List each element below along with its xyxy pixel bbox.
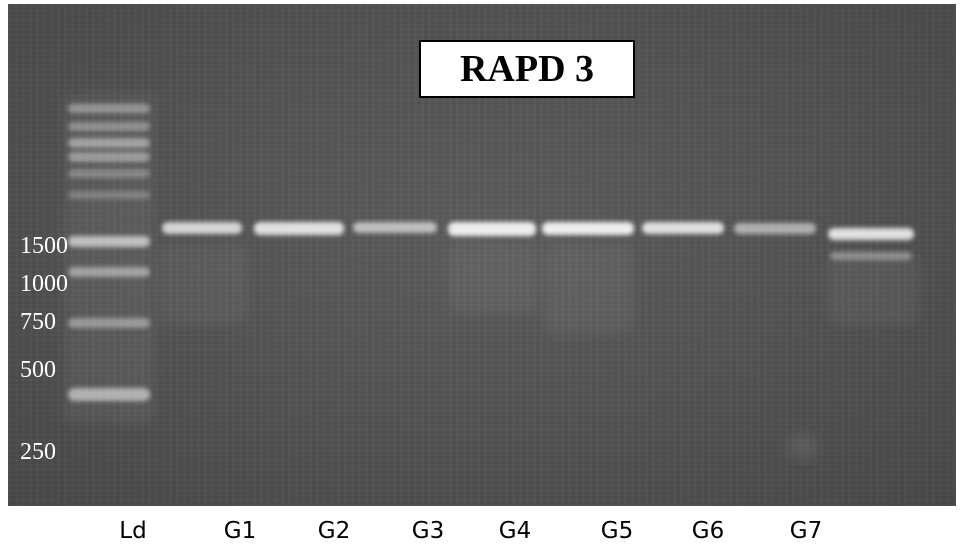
lane-label-g3: G3 [411,518,445,544]
size-label-250: 250 [20,439,56,465]
lane-label-g2: G2 [317,518,351,544]
lane-smear [158,244,248,324]
lane-label-g5: G5 [600,518,634,544]
lane-smear [544,244,634,334]
artifact-spot [788,434,818,459]
g8-band-lower [830,252,912,260]
g2-band [254,222,344,235]
ladder-band-750 [68,318,150,328]
ladder-band [68,169,150,178]
gel-image: RAPD 3 1500 1000 750 500 250 [8,4,956,506]
ladder-band-1000 [68,267,150,277]
lane-label-g1: G1 [223,518,257,544]
lane-label-ld: Ld [119,518,147,544]
g3-band [353,222,437,233]
ladder-band-1500 [68,236,150,247]
ladder-band [68,152,150,162]
lane-smear [828,254,918,324]
lane-label-g4: G4 [498,518,532,544]
size-label-1000: 1000 [20,271,68,297]
g1-band [162,222,242,234]
g8-band [828,228,914,240]
ladder-band-500 [68,388,150,401]
size-label-500: 500 [20,357,56,383]
ladder-band [68,122,150,131]
ladder-smear [64,94,154,424]
size-label-750: 750 [20,309,56,335]
g7-band [734,223,816,234]
ladder-band [68,191,150,199]
ladder-band [68,104,150,113]
g4-band [448,222,536,236]
g6-band [642,222,724,234]
lane-smear [448,244,538,314]
lane-label-g6: G6 [691,518,725,544]
size-label-1500: 1500 [20,233,68,259]
ladder-band [68,138,150,148]
lane-label-g7: G7 [789,518,823,544]
g5-band [542,222,634,235]
gel-title: RAPD 3 [419,40,635,98]
